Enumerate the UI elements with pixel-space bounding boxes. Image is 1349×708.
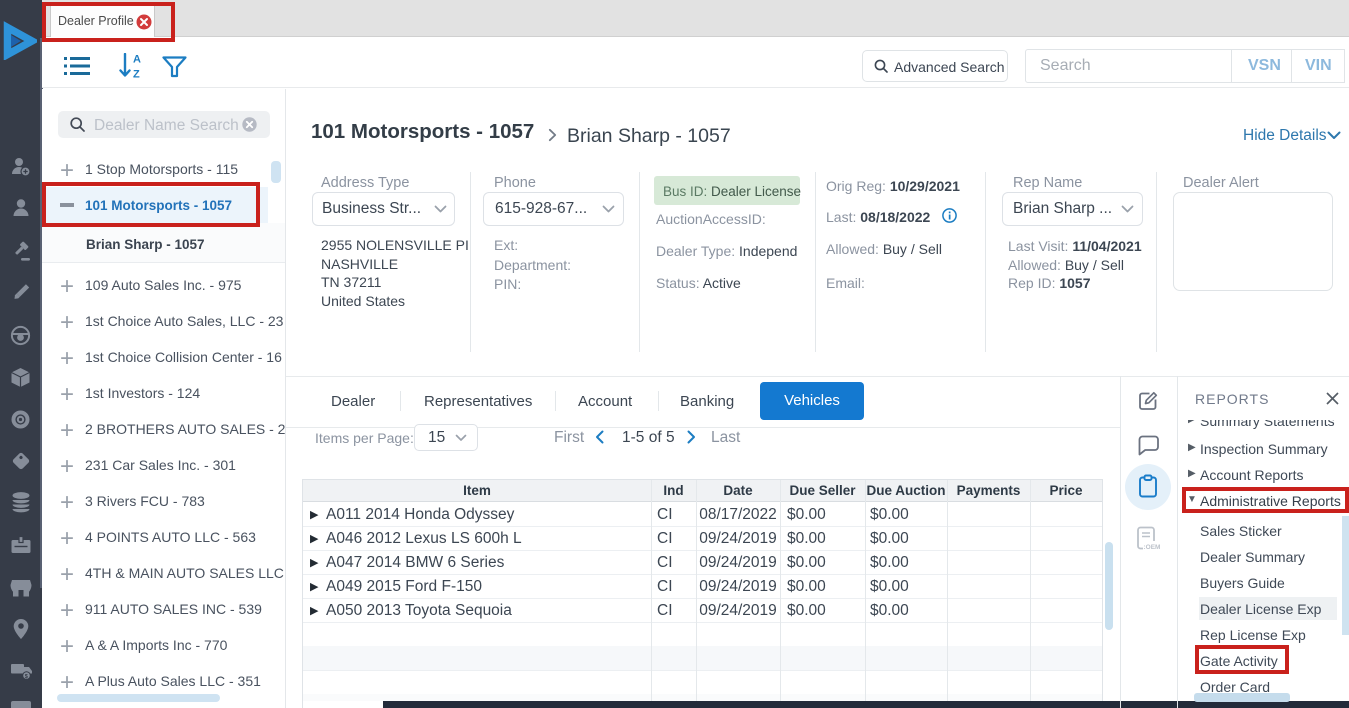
svg-text::OEM: :OEM [1144, 544, 1161, 551]
svg-text:Z: Z [133, 69, 140, 80]
svg-text:A: A [133, 54, 141, 66]
svg-text:$: $ [25, 674, 28, 680]
